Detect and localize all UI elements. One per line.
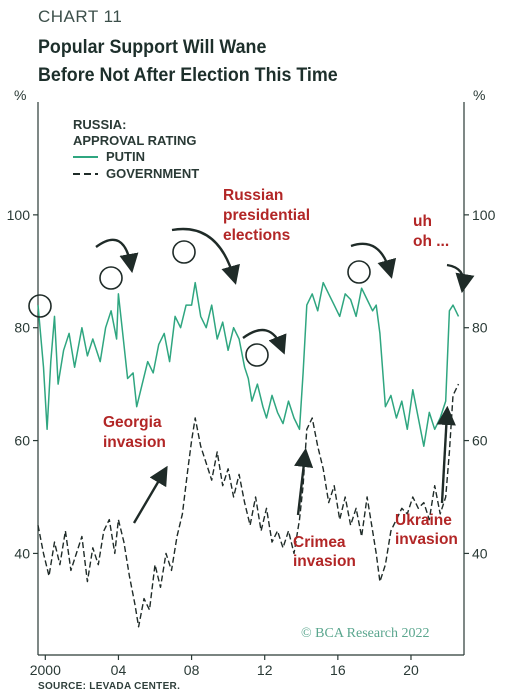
highlight-circle (28, 294, 52, 318)
y-tick-label-left: 60 (14, 433, 30, 449)
legend-title-line-2: APPROVAL RATING (73, 133, 197, 148)
straight-arrow (132, 465, 168, 524)
x-ticks: 2000 04 08 12 16 20 (30, 655, 419, 678)
legend-title-line-1: RUSSIA: (73, 117, 126, 132)
title-line-1: Popular Support Will Wane (38, 37, 267, 58)
curved-arrow (446, 263, 475, 294)
x-tick-label: 12 (257, 662, 273, 678)
chart-title: Popular Support Will Wane Before Not Aft… (38, 34, 338, 90)
series-line-putin (37, 281, 460, 447)
highlight-circle (172, 240, 196, 264)
curved-arrow (242, 328, 287, 355)
y-tick-label-right: 60 (472, 433, 488, 449)
legend-putin-label: PUTIN (106, 149, 145, 164)
straight-arrow (294, 447, 314, 516)
y-tick-label-left: 40 (14, 545, 30, 561)
curved-arrow (171, 227, 240, 285)
series-line-government (37, 383, 460, 628)
x-tick-label: 08 (184, 662, 200, 678)
annotation-uh-oh: uh oh ... (413, 213, 449, 250)
curved-arrow (350, 242, 397, 279)
straight-arrows (132, 405, 456, 524)
x-tick-label: 2000 (30, 662, 61, 678)
annotation-georgia: Georgia invasion (103, 414, 166, 451)
highlight-circles (28, 240, 371, 367)
source-note: SOURCE: LEVADA CENTER. (38, 681, 181, 692)
annotation-elections: Russian presidential elections (223, 187, 314, 244)
x-tick-label: 16 (330, 662, 346, 678)
x-tick-label: 20 (403, 662, 419, 678)
chart-number: CHART 11 (38, 7, 123, 26)
title-line-2: Before Not After Election This Time (38, 65, 338, 86)
x-tick-label: 04 (111, 662, 127, 678)
y-tick-label-right: 100 (472, 207, 496, 223)
left-unit-label: % (14, 87, 26, 103)
curved-arrows (95, 227, 475, 355)
highlight-circle (245, 343, 269, 367)
highlight-circle (347, 260, 371, 284)
right-unit-label: % (473, 87, 485, 103)
legend: RUSSIA: APPROVAL RATING PUTIN GOVERNMENT (73, 117, 199, 181)
annotation-crimea: Crimea invasion (293, 534, 356, 570)
legend-government-label: GOVERNMENT (106, 166, 199, 181)
y-tick-label-left: 80 (14, 320, 30, 336)
watermark: © BCA Research 2022 (301, 626, 429, 641)
y-tick-label-left: 100 (7, 207, 31, 223)
y-tick-label-right: 40 (472, 545, 488, 561)
series-lines (37, 281, 460, 628)
annotation-ukraine: Ukraine invasion (395, 512, 458, 548)
y-ticks: 40 40 60 60 80 80 100 100 (7, 207, 496, 562)
straight-arrow (436, 405, 456, 504)
curved-arrow (95, 238, 139, 274)
y-tick-label-right: 80 (472, 320, 488, 336)
annotations: Russian presidential elections uh oh ...… (103, 187, 458, 570)
highlight-circle (99, 266, 123, 290)
